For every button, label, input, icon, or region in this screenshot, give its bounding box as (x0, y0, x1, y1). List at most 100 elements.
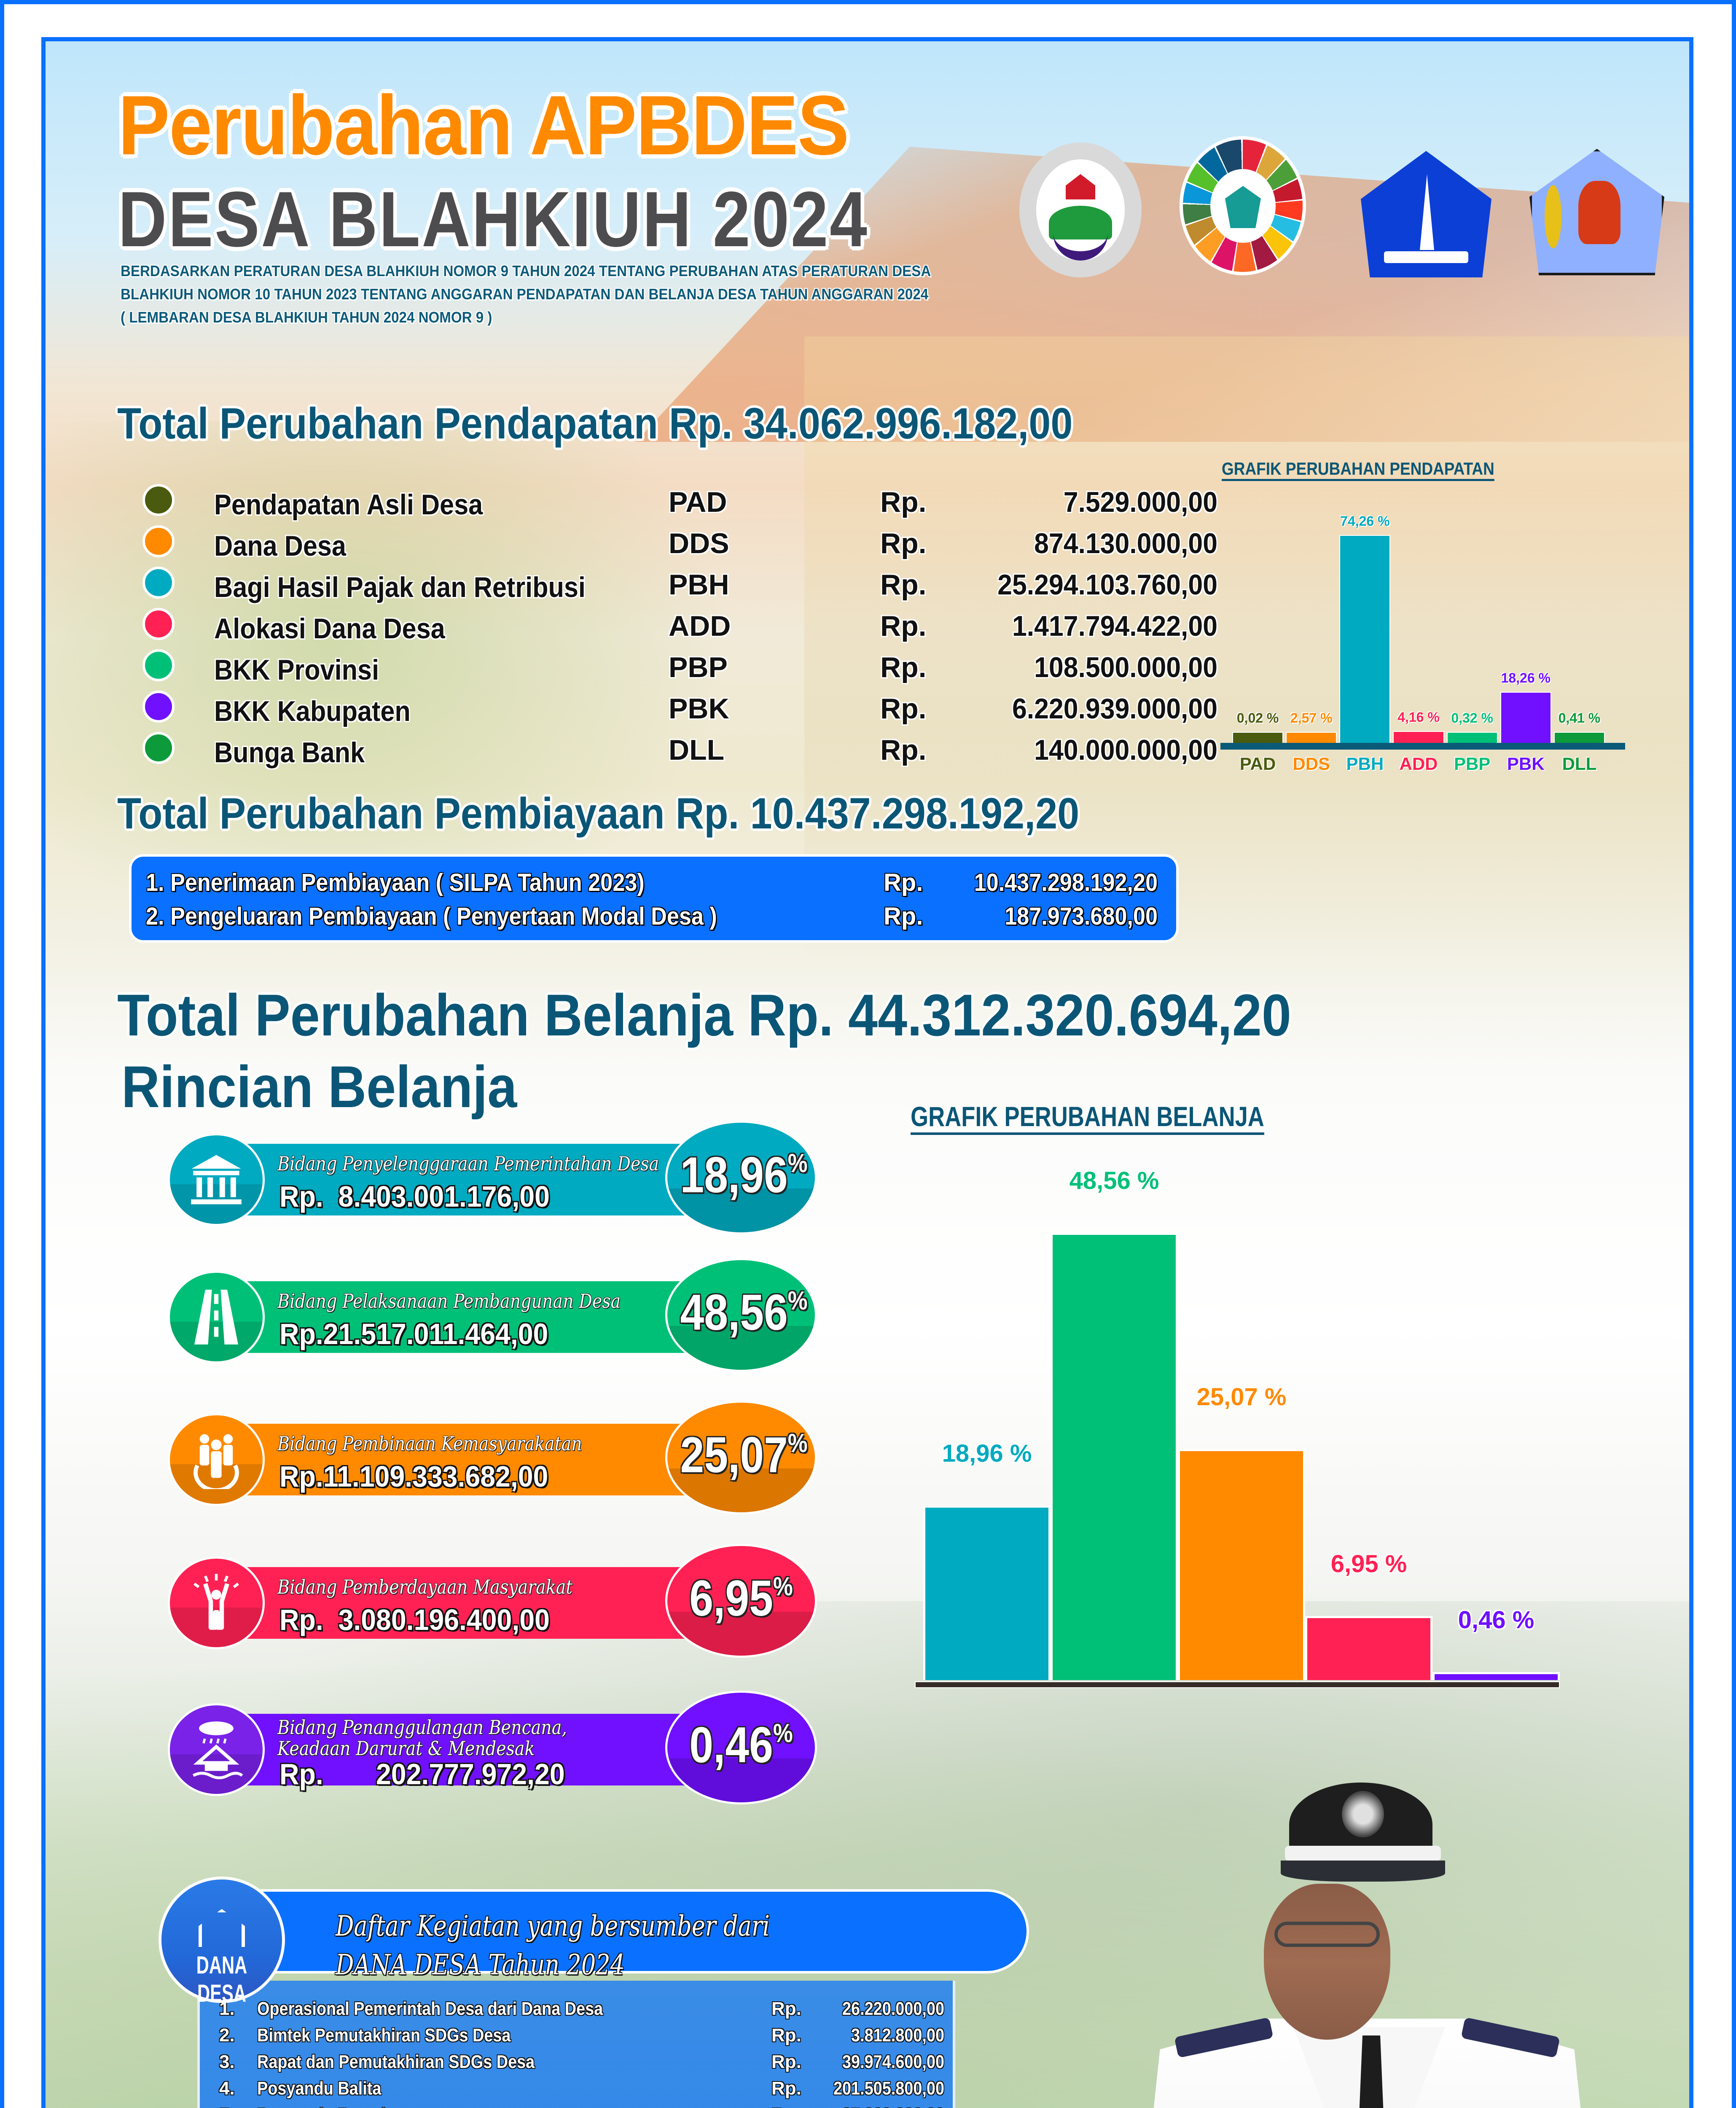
pendapatan-name: Bunga Bank (214, 737, 365, 769)
legal-line-3: ( LEMBARAN DESA BLAHKIUH TAHUN 2024 NOMO… (121, 309, 492, 326)
item-name: Operasional Pemerintah Desa dari Dana De… (257, 1998, 603, 2019)
item-name: Posyandu Balita (257, 2078, 382, 2099)
chart-category-label: PBK (1507, 754, 1545, 774)
belanja-card-pembangunan: Bidang Pelaksanaan Pembangunan Desa Rp.2… (168, 1258, 851, 1372)
belanja-bidang-amount: Rp.11.109.333.682,00 (279, 1460, 548, 1493)
pendapatan-row-pad: Pendapatan Asli Desa PAD Rp. 7.529.000,0… (142, 480, 1217, 521)
pendapatan-name: Dana Desa (214, 530, 346, 562)
pendapatan-name: Bagi Hasil Pajak dan Retribusi (214, 571, 586, 603)
bar-value-label: 0,41 % (1558, 710, 1601, 726)
dana-desa-item: 3. Rapat dan Pemutakhiran SDGs Desa Rp. 39.… (219, 2052, 953, 2078)
sdgs-desa-logo-icon (1180, 136, 1306, 275)
chart-bar-column: 0,02 % (1232, 501, 1284, 743)
dana-desa-title: Daftar Kegiatan yang bersumber dari DANA… (336, 1910, 770, 1981)
chart-bar (1500, 691, 1551, 743)
pendapatan-chart-title: GRAFIK PERUBAHAN PENDAPATAN (1222, 459, 1494, 481)
chart-bar (1339, 535, 1391, 743)
chart-bar-column: 74,26 % (1339, 501, 1391, 743)
legend-dot-icon (142, 567, 175, 599)
chart-category-label: PBH (1346, 754, 1384, 774)
currency-label: Rp. (771, 2025, 801, 2046)
pendapatan-chart: GRAFIK PERUBAHAN PENDAPATAN 0,02 % 2,57 %… (1213, 459, 1626, 804)
provinsi-bali-logo-icon (1529, 149, 1664, 275)
chart-bar (1393, 731, 1444, 743)
pendapatan-code: ADD (669, 610, 731, 642)
bar-value-label: 18,96 % (942, 1439, 1032, 1467)
item-number: 4. (219, 2078, 235, 2099)
belanja-bidang-name: Bidang Pembinaan Kemasyarakatan (277, 1432, 582, 1455)
currency-label: Rp. (771, 2105, 801, 2108)
pendapatan-row-add: Alokasi Dana Desa ADD Rp. 1.417.794.422,… (142, 604, 1217, 645)
belanja-bidang-name: Bidang Pelaksanaan Pembangunan Desa (277, 1290, 621, 1312)
chart-bar-column: 0,32 % (1446, 501, 1498, 743)
pendapatan-row-dds: Dana Desa DDS Rp. 874.130.000,00 (142, 521, 1217, 562)
chart-bar-column: 48,56 % (1051, 1159, 1178, 1680)
belanja-bidang-percent: 25,07% (680, 1427, 808, 1483)
pembiayaan-row: 1. Penerimaan Pembiayaan ( SILPA Tahun 2… (146, 868, 1176, 902)
chart-category-label: DLL (1562, 754, 1597, 774)
belanja-card-bencana: Bidang Penanggulangan Bencana, Keadaan D… (168, 1691, 851, 1804)
dana-desa-item: 2. Bimtek Pemutakhiran SDGs Desa Rp. 3.812.… (219, 2025, 953, 2052)
currency-label: Rp. (884, 903, 923, 930)
pendapatan-chart-plot: 0,02 % 2,57 % 74,26 % 4,16 % 0,32 % 18,26 % 0,… (1220, 501, 1625, 750)
community-people-icon (170, 1415, 263, 1504)
legal-line-2: BLAHKIUH NOMOR 10 TAHUN 2023 TENTANG ANG… (121, 285, 929, 303)
chart-bar (1051, 1232, 1178, 1680)
pendapatan-amount: 6.220.939.000,00 (1012, 693, 1217, 725)
dana-desa-banner (260, 1889, 1029, 1974)
official-portrait: I.B MAHA (1108, 1783, 1626, 2108)
pembiayaan-amount: 187.973.680,00 (1005, 903, 1158, 930)
chart-bar (1446, 732, 1498, 743)
currency-label: Rp. (880, 651, 927, 683)
bar-value-label: 2,57 % (1290, 710, 1333, 726)
pendapatan-total-heading: Total Perubahan Pendapatan Rp. 34.062.99… (117, 399, 1073, 448)
legal-line-1: BERDASARKAN PERATURAN DESA BLAHKIUH NOMO… (121, 262, 931, 280)
belanja-bidang-percent: 18,96% (680, 1147, 808, 1203)
belanja-card-pemerintahan: Bidang Penyelenggaraan Pemerintahan Desa… (168, 1121, 851, 1234)
chart-category-label: PBP (1454, 754, 1491, 774)
pendapatan-name: BKK Kabupaten (214, 695, 411, 727)
road-icon (170, 1273, 263, 1361)
pendapatan-amount: 140.000.000,00 (1034, 734, 1217, 766)
bar-value-label: 18,26 % (1501, 670, 1551, 686)
chart-bar (923, 1505, 1051, 1680)
bar-value-label: 48,56 % (1069, 1167, 1159, 1194)
chart-bar (1232, 732, 1284, 743)
belanja-bidang-percent: 48,56% (680, 1284, 808, 1341)
dana-desa-list: 1. Operasional Pemerintah Desa dari Dana … (197, 1981, 955, 2108)
belanja-card-pembinaan: Bidang Pembinaan Kemasyarakatan Rp.11.10… (168, 1401, 851, 1514)
currency-label: Rp. (884, 869, 923, 896)
pembiayaan-label: 1. Penerimaan Pembiayaan ( SILPA Tahun 2… (146, 869, 645, 896)
bar-value-label: 0,02 % (1236, 710, 1279, 726)
belanja-bidang-percent: 6,95% (689, 1570, 793, 1627)
item-amount: 27.000.000,00 (825, 2105, 944, 2108)
legend-dot-icon (142, 649, 175, 681)
pendapatan-code: PAD (669, 486, 727, 518)
belanja-bidang-percent: 0,46% (689, 1717, 793, 1773)
item-number: 3. (219, 2052, 235, 2072)
currency-label: Rp. (771, 1998, 801, 2019)
chart-bar-column: 18,26 % (1500, 501, 1551, 743)
pendapatan-row-pbh: Bagi Hasil Pajak dan Retribusi PBH Rp. 2… (142, 562, 1217, 604)
kabupaten-badung-logo-icon (1361, 151, 1491, 277)
legend-dot-icon (142, 484, 175, 516)
currency-label: Rp. (880, 569, 927, 601)
belanja-chart-plot: 18,96 % 48,56 % 25,07 % 6,95 % 0,46 % (910, 1159, 1643, 1680)
currency-label: Rp. (880, 610, 927, 642)
item-amount: 201.505.800,00 (833, 2078, 944, 2099)
chart-axis (915, 1681, 1560, 1688)
official-cap (1264, 1783, 1466, 1901)
house-icon (199, 1909, 245, 1947)
chart-category-label: PAD (1239, 754, 1276, 774)
bar-value-label: 6,95 % (1330, 1550, 1407, 1578)
chart-bar-column: 2,57 % (1286, 501, 1337, 743)
chart-bar (1178, 1449, 1305, 1680)
pendapatan-row-pbp: BKK Provinsi PBP Rp. 108.500.000,00 (142, 645, 1217, 686)
belanja-bidang-name: Bidang Penyelenggaraan Pemerintahan Desa (277, 1152, 659, 1175)
belanja-chart-bars: 18,96 % 48,56 % 25,07 % 6,95 % 0,46 % (923, 1159, 1560, 1680)
pendapatan-chart-categories: PAD DDS PBH ADD PBP PBK DLL (1231, 754, 1606, 774)
belanja-bidang-amount: Rp. 202.777.972,20 (279, 1758, 565, 1791)
bar-value-label: 74,26 % (1340, 514, 1390, 529)
pembiayaan-box: 1. Penerimaan Pembiayaan ( SILPA Tahun 2… (129, 854, 1179, 943)
belanja-bidang-amount: Rp. 3.080.196.400,00 (279, 1603, 550, 1636)
